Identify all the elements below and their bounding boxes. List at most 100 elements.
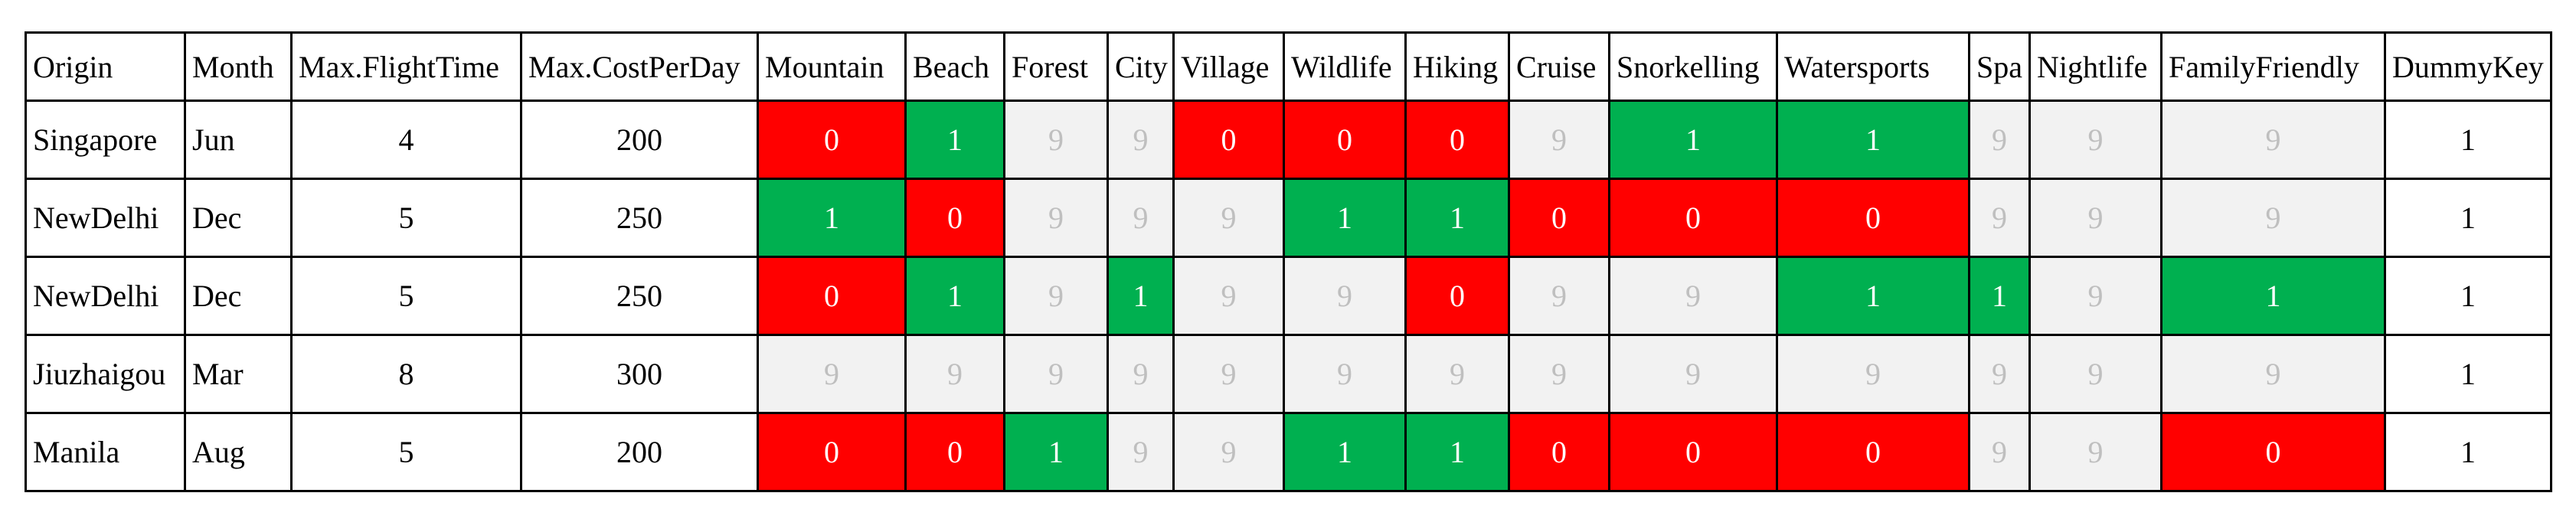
table-cell: NewDelhi (25, 256, 186, 336)
table-row: Manila Aug 5 200 0 0 1 9 9 1 1 0 0 0 9 9 0 1 (25, 412, 2552, 492)
table-cell: 9 (1172, 178, 1285, 258)
table-cell: 9 (1968, 178, 2031, 258)
table-cell: 1 (1404, 178, 1510, 258)
table-cell: 250 (520, 178, 759, 258)
table-cell: 1 (904, 100, 1005, 180)
table-cell: 1 (2160, 256, 2386, 336)
table-cell: Jun (184, 100, 293, 180)
table-cell: 1 (1107, 256, 1175, 336)
table-cell: 9 (2028, 256, 2162, 336)
table-cell: 1 (1283, 412, 1407, 492)
table-cell: 1 (2384, 412, 2552, 492)
table-cell: 9 (1283, 256, 1407, 336)
header-cell: Spa (1968, 31, 2031, 102)
table-row: Singapore Jun 4 200 0 1 9 9 0 0 0 9 1 1 9 9 9 1 (25, 100, 2552, 180)
table-cell: 9 (2028, 178, 2162, 258)
table-cell: 9 (1003, 100, 1109, 180)
table-cell: 1 (1283, 178, 1407, 258)
header-cell: Origin (25, 31, 186, 102)
table-cell: 9 (1107, 100, 1175, 180)
table-cell: Jiuzhaigou (25, 334, 186, 414)
table-cell: 0 (1776, 412, 1970, 492)
header-cell: Forest (1003, 31, 1109, 102)
table-cell: Manila (25, 412, 186, 492)
table-cell: 9 (1003, 256, 1109, 336)
table-cell: 0 (1283, 100, 1407, 180)
table-cell: 9 (1508, 334, 1610, 414)
table-cell: 9 (1003, 178, 1109, 258)
header-cell: Mountain (757, 31, 907, 102)
table-cell: 1 (1003, 412, 1109, 492)
table-cell: 0 (1508, 412, 1610, 492)
table-cell: 0 (757, 100, 907, 180)
table-cell: 9 (1172, 334, 1285, 414)
table-cell: Aug (184, 412, 293, 492)
table-cell: 0 (757, 256, 907, 336)
table-cell: 9 (2160, 178, 2386, 258)
table-cell: 1 (2384, 334, 2552, 414)
table-cell: 9 (1968, 412, 2031, 492)
table-cell: 250 (520, 256, 759, 336)
table-cell: 300 (520, 334, 759, 414)
table-row: Jiuzhaigou Mar 8 300 9 9 9 9 9 9 9 9 9 9 9 9 9 1 (25, 334, 2552, 414)
table-cell: 0 (2160, 412, 2386, 492)
table-cell: 1 (904, 256, 1005, 336)
header-cell: City (1107, 31, 1175, 102)
table-cell: 9 (1404, 334, 1510, 414)
table-cell: 5 (290, 178, 522, 258)
table-cell: 9 (904, 334, 1005, 414)
table-cell: 9 (1508, 100, 1610, 180)
table-cell: 0 (1776, 178, 1970, 258)
table-cell: Dec (184, 178, 293, 258)
table-cell: 4 (290, 100, 522, 180)
header-cell: Watersports (1776, 31, 1970, 102)
table-cell: 9 (1608, 256, 1778, 336)
header-cell: FamilyFriendly (2160, 31, 2386, 102)
header-cell: Max.FlightTime (290, 31, 522, 102)
table-cell: 0 (1508, 178, 1610, 258)
header-cell: Cruise (1508, 31, 1610, 102)
table-cell: 9 (757, 334, 907, 414)
header-cell: Nightlife (2028, 31, 2162, 102)
table-cell: 0 (904, 412, 1005, 492)
table-cell: NewDelhi (25, 178, 186, 258)
table-cell: 9 (1107, 412, 1175, 492)
header-cell: Wildlife (1283, 31, 1407, 102)
table-cell: 9 (1107, 178, 1175, 258)
table-cell: 1 (1968, 256, 2031, 336)
header-row: Origin Month Max.FlightTime Max.CostPerDay M… (25, 31, 2552, 102)
table-cell: 9 (1608, 334, 1778, 414)
table-row: NewDelhi Dec 5 250 0 1 9 1 9 9 0 9 9 1 1 9 1 1 (25, 256, 2552, 336)
table-cell: 9 (1283, 334, 1407, 414)
table-cell: 1 (757, 178, 907, 258)
table-cell: 9 (1968, 100, 2031, 180)
table-cell: 0 (1404, 100, 1510, 180)
table-cell: Dec (184, 256, 293, 336)
table-cell: 1 (1776, 100, 1970, 180)
table-cell: 1 (1776, 256, 1970, 336)
table-cell: 9 (1172, 256, 1285, 336)
table-cell: 9 (2160, 100, 2386, 180)
header-cell: Hiking (1404, 31, 1510, 102)
table-cell: 1 (2384, 178, 2552, 258)
table-cell: 9 (1107, 334, 1175, 414)
table-cell: 9 (1968, 334, 2031, 414)
data-table: Origin Month Max.FlightTime Max.CostPerDay M… (25, 31, 2552, 492)
table-cell: 9 (2028, 100, 2162, 180)
table-cell: 5 (290, 256, 522, 336)
header-cell: Beach (904, 31, 1005, 102)
table-cell: Singapore (25, 100, 186, 180)
table-cell: 8 (290, 334, 522, 414)
header-cell: DummyKey (2384, 31, 2552, 102)
table-cell: 9 (2160, 334, 2386, 414)
table-cell: 0 (904, 178, 1005, 258)
table-body: Origin Month Max.FlightTime Max.CostPerDay M… (25, 31, 2552, 492)
table-cell: 1 (1608, 100, 1778, 180)
table-cell: 1 (2384, 256, 2552, 336)
table-cell: 200 (520, 100, 759, 180)
table-row: NewDelhi Dec 5 250 1 0 9 9 9 1 1 0 0 0 9 9 9 1 (25, 178, 2552, 258)
header-cell: Village (1172, 31, 1285, 102)
table-cell: 200 (520, 412, 759, 492)
table-cell: 9 (1172, 412, 1285, 492)
